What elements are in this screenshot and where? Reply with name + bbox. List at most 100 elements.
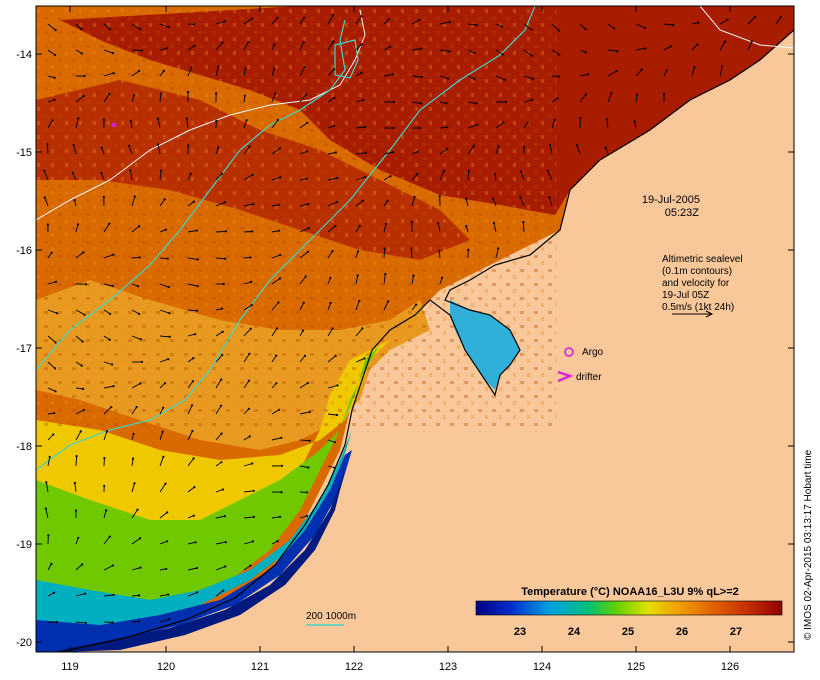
velocity-arrow	[299, 150, 308, 155]
velocity-arrow-head	[44, 507, 47, 510]
velocity-arrow-head	[46, 143, 49, 146]
velocity-arrow	[43, 170, 49, 181]
velocity-arrow-head	[194, 333, 197, 336]
velocity-arrow	[355, 99, 364, 103]
velocity-arrow-head	[45, 481, 48, 484]
velocity-arrow-head	[252, 202, 255, 205]
velocity-arrow	[103, 565, 114, 571]
velocity-arrow	[299, 94, 307, 103]
velocity-arrow	[605, 147, 609, 155]
velocity-arrow	[131, 335, 141, 340]
velocity-arrow	[75, 387, 84, 390]
velocity-arrow	[551, 119, 556, 129]
velocity-arrow-head	[84, 592, 87, 595]
velocity-arrow-head	[308, 410, 311, 413]
velocity-arrow	[45, 482, 49, 493]
velocity-arrow-head	[273, 67, 276, 70]
velocity-arrow-head	[133, 195, 136, 198]
velocity-arrow-head	[191, 404, 194, 407]
velocity-arrow-head	[167, 25, 170, 29]
velocity-arrow-head	[473, 51, 476, 54]
velocity-arrow-head	[53, 53, 57, 57]
velocity-arrow-head	[219, 404, 223, 407]
sst-ocean-green	[36, 345, 380, 610]
velocity-arrow	[299, 515, 308, 519]
velocity-arrow-head	[167, 358, 170, 361]
velocity-arrow	[691, 44, 698, 51]
velocity-arrow	[47, 563, 52, 571]
velocity-arrow	[299, 227, 310, 233]
velocity-arrow-head	[53, 591, 56, 594]
velocity-arrow-head	[103, 457, 106, 460]
velocity-arrow-head	[224, 230, 228, 233]
velocity-arrow-head	[164, 228, 167, 231]
velocity-arrow-head	[336, 384, 339, 387]
lat-axis: -14 -15 -16 -17 -18 -19 -20	[16, 49, 794, 649]
velocity-arrow-head	[220, 461, 223, 464]
sst-ocean-cool	[36, 340, 390, 560]
velocity-arrow-head	[112, 72, 115, 75]
velocity-arrow-head	[387, 18, 390, 21]
velocity-arrow	[157, 118, 161, 129]
velocity-arrow-head	[79, 430, 82, 433]
velocity-arrow-head	[243, 94, 246, 97]
velocity-arrow	[719, 41, 726, 51]
velocity-arrow	[411, 19, 420, 25]
velocity-arrow-head	[191, 380, 194, 383]
velocity-arrow-head	[558, 29, 561, 32]
velocity-arrow-head	[138, 225, 141, 228]
velocity-arrow-head	[420, 75, 423, 79]
velocity-arrow	[439, 49, 450, 52]
velocity-arrow-head	[156, 117, 160, 120]
velocity-arrow-head	[224, 541, 227, 544]
coastline	[59, 29, 794, 652]
velocity-arrow	[437, 223, 441, 233]
velocity-arrow-head	[387, 300, 390, 303]
velocity-arrow-head	[84, 283, 88, 286]
velocity-arrow	[383, 274, 386, 285]
velocity-arrow	[187, 430, 193, 441]
velocity-arrow	[187, 541, 196, 545]
velocity-arrow-head	[248, 352, 251, 355]
velocity-arrow	[299, 203, 309, 207]
velocity-arrow-head	[249, 564, 252, 567]
lat-tick-label: -14	[16, 49, 32, 61]
velocity-arrow	[103, 223, 110, 233]
velocity-arrow-head	[48, 455, 51, 459]
velocity-arrow-head	[644, 47, 647, 50]
velocity-arrow-head	[139, 537, 142, 540]
lat-tick-label: -20	[16, 637, 32, 649]
velocity-arrow-head	[111, 363, 114, 366]
velocity-arrow	[215, 379, 222, 389]
velocity-arrow-head	[162, 455, 165, 458]
velocity-arrow	[45, 508, 49, 519]
velocity-arrow-head	[82, 387, 85, 390]
velocity-arrow-head	[492, 221, 495, 225]
velocity-arrow	[271, 148, 281, 155]
velocity-arrow-head	[303, 66, 306, 69]
colorbar-tick: 26	[676, 626, 688, 638]
velocity-arrow-head	[163, 198, 166, 201]
velocity-arrow-head	[476, 123, 479, 126]
velocity-arrow-head	[336, 201, 339, 204]
velocity-arrow	[159, 283, 169, 288]
velocity-arrow	[493, 222, 497, 233]
velocity-arrow-head	[413, 195, 416, 199]
velocity-arrow-head	[635, 93, 639, 96]
velocity-arrow	[243, 146, 251, 155]
velocity-arrow-head	[75, 455, 78, 458]
velocity-arrow-head	[279, 253, 282, 257]
velocity-arrow	[75, 309, 85, 316]
velocity-arrow-head	[249, 327, 252, 330]
velocity-arrow-head	[441, 276, 444, 279]
velocity-arrow-head	[333, 466, 336, 469]
velocity-arrow	[131, 538, 141, 545]
velocity-arrow	[159, 431, 164, 441]
velocity-arrow-head	[252, 515, 255, 519]
velocity-arrow	[103, 594, 114, 597]
velocity-arrow-head	[251, 230, 254, 233]
velocity-arrow-head	[250, 304, 253, 307]
velocity-arrow-head	[364, 151, 367, 154]
velocity-arrow-head	[138, 594, 141, 597]
velocity-arrow-head	[132, 432, 135, 435]
